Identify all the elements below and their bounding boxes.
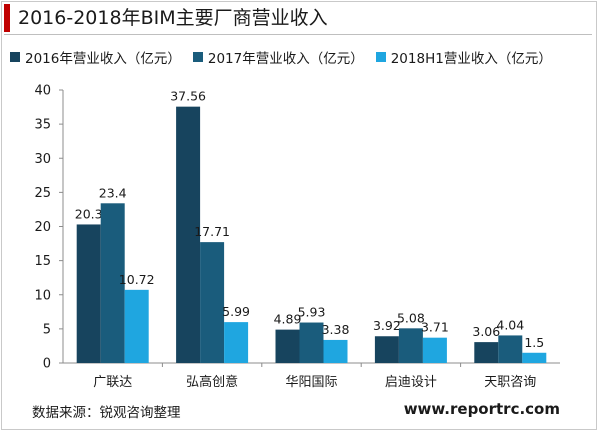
data-label: 17.71 [194,224,230,239]
bar [422,337,447,363]
y-tick-label: 25 [34,186,51,201]
bar [100,203,125,363]
title-accent-bar [4,4,10,32]
chart-title: 2016-2018年BIM主要厂商营业收入 [18,7,328,29]
website-link[interactable]: www.reportrc.com [403,400,560,418]
data-label: 20.3 [75,206,103,221]
bar [275,329,300,363]
data-label: 3.06 [472,324,500,339]
legend-item-2017: 2017年营业收入（亿元） [192,47,364,67]
data-label: 3.92 [373,318,401,333]
data-label: 4.04 [496,317,524,332]
legend-label-2018h1: 2018H1营业收入（亿元） [390,51,552,67]
legend-label-2016: 2016年营业收入（亿元） [25,51,181,67]
data-label: 4.89 [274,312,302,327]
data-label: 3.38 [322,322,350,337]
data-label: 5.93 [298,305,326,320]
y-tick-label: 5 [43,322,51,337]
data-label: 37.56 [170,89,206,104]
data-label: 23.4 [99,185,127,200]
bar [374,336,399,363]
bar [498,335,523,363]
data-source-note: 数据来源：锐观咨询整理 [32,405,181,421]
legend-label-2017: 2017年营业收入（亿元） [207,51,364,67]
title-divider [4,34,592,35]
x-category-label: 弘高创意 [186,374,238,390]
y-tick-label: 30 [34,152,51,167]
x-category-label: 启迪设计 [385,375,437,390]
x-category-label: 华阳国际 [285,375,337,390]
bar [323,339,348,363]
bar [124,289,149,363]
y-tick-label: 15 [34,254,51,269]
y-tick-label: 35 [34,118,51,133]
bar [76,224,101,363]
bar [299,322,324,363]
data-label: 1.5 [524,335,544,350]
legend-item-2016: 2016年营业收入（亿元） [10,47,181,67]
chart-legend: 2016年营业收入（亿元） 2017年营业收入（亿元） 2018H1营业收入（亿… [10,47,564,67]
bar [200,242,225,363]
legend-swatch-2016 [10,52,20,62]
data-label: 10.72 [119,272,155,287]
bar [176,106,201,363]
bar [474,342,499,363]
legend-swatch-2017 [192,52,203,62]
bar [398,328,423,363]
x-category-label: 天职咨询 [484,375,536,390]
x-category-label: 广联达 [93,375,132,390]
data-label: 3.71 [421,320,449,335]
y-tick-label: 40 [34,84,51,99]
y-tick-label: 10 [34,288,51,303]
data-label: 5.08 [397,310,425,325]
bar [224,322,249,363]
legend-item-2018h1: 2018H1营业收入（亿元） [375,47,552,67]
legend-swatch-2018h1 [375,52,386,62]
data-label: 5.99 [222,304,250,319]
bar [522,352,547,363]
y-tick-label: 20 [34,220,51,235]
y-tick-label: 0 [43,357,51,372]
